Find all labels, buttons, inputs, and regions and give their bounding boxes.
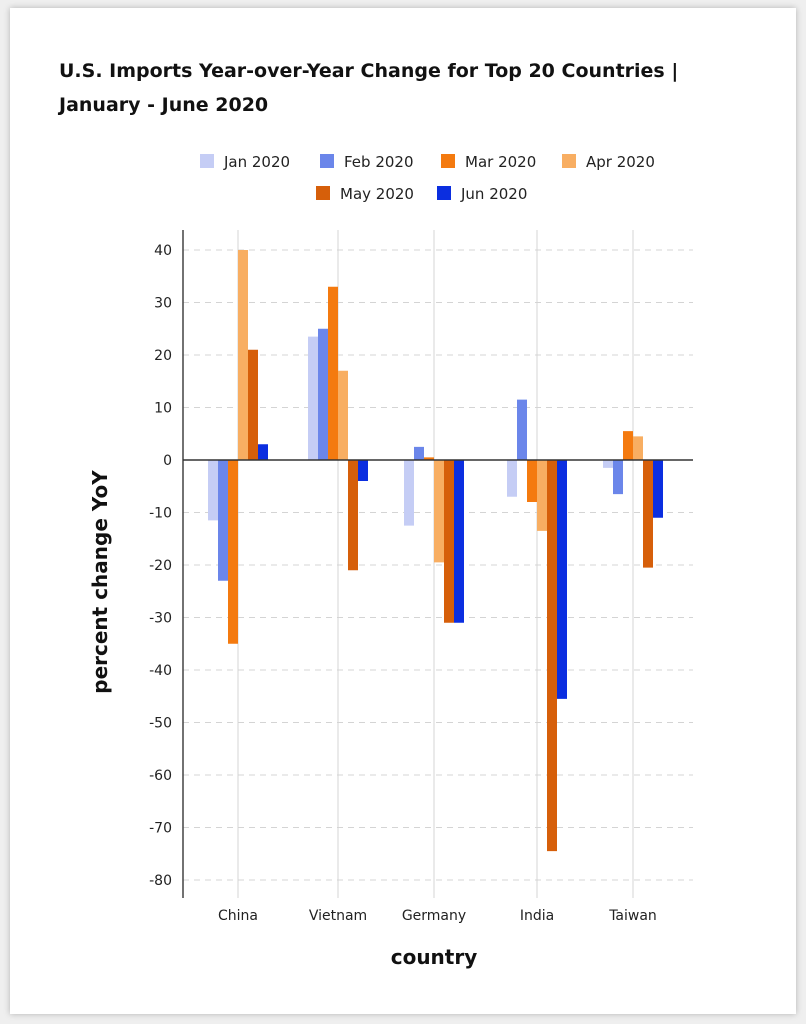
legend-swatch [562, 154, 576, 168]
legend-label: Apr 2020 [586, 153, 655, 171]
bar [358, 460, 368, 481]
bar [454, 460, 464, 623]
bar [633, 436, 643, 460]
chart-title: U.S. Imports Year-over-Year Change for T… [59, 60, 679, 116]
y-tick-label: -60 [149, 768, 172, 784]
y-tick-label: -30 [149, 611, 172, 627]
y-tick-label: -40 [149, 663, 172, 679]
y-tick-label: 10 [154, 401, 172, 417]
y-tick-label: -20 [149, 558, 172, 574]
bar [653, 460, 663, 518]
legend-swatch [200, 154, 214, 168]
bar [258, 444, 268, 460]
bar [547, 460, 557, 852]
legend: Jan 2020 Feb 2020 Mar 2020 Apr 2020 May 2020… [200, 153, 655, 203]
x-tick-label: Taiwan [608, 908, 657, 924]
bar [623, 431, 633, 460]
bar [404, 460, 414, 526]
y-tick-label: 30 [154, 296, 172, 312]
legend-label: Jan 2020 [223, 153, 290, 171]
bar [507, 460, 517, 497]
axes [182, 230, 693, 898]
legend-swatch [316, 186, 330, 200]
y-axis-title: percent change YoY [88, 470, 112, 694]
bar [348, 460, 358, 571]
x-tick-label: Vietnam [309, 908, 367, 924]
y-tick-label: 20 [154, 348, 172, 364]
bar [208, 460, 218, 521]
bar [414, 446, 424, 460]
bar [318, 328, 328, 460]
bar [338, 370, 348, 460]
bar [527, 460, 537, 502]
legend-label: Jun 2020 [460, 185, 527, 203]
x-tick-label: Germany [402, 908, 466, 924]
legend-swatch [437, 186, 451, 200]
bar [248, 349, 258, 460]
legend-label: Mar 2020 [465, 153, 536, 171]
legend-label: Feb 2020 [344, 153, 414, 171]
bar [328, 286, 338, 460]
bar [603, 460, 613, 468]
y-tick-label: -50 [149, 716, 172, 732]
y-tick-label: -10 [149, 506, 172, 522]
bar [517, 399, 527, 460]
bar [613, 460, 623, 495]
bar [537, 460, 547, 531]
legend-label: May 2020 [340, 185, 414, 203]
bar [557, 460, 567, 699]
bar [308, 336, 318, 460]
y-tick-label: 40 [154, 243, 172, 259]
x-tick-label: China [218, 908, 258, 924]
bar [643, 460, 653, 568]
gridlines [183, 230, 693, 898]
legend-swatch [320, 154, 334, 168]
bar [228, 460, 238, 644]
x-axis-ticks: China Vietnam Germany India Taiwan [218, 908, 657, 924]
y-tick-label: 0 [163, 453, 172, 469]
legend-swatch [441, 154, 455, 168]
bar [218, 460, 228, 581]
bar [424, 457, 434, 460]
y-tick-label: -80 [149, 873, 172, 889]
bar [444, 460, 454, 623]
y-axis-ticks: 40 30 20 10 0 -10 -20 -30 -40 -50 -60 -70 -80 [149, 243, 172, 889]
bar [434, 460, 444, 563]
bars [208, 250, 663, 852]
x-tick-label: India [520, 908, 554, 924]
chart-card [10, 8, 796, 1014]
bar [238, 250, 248, 460]
y-tick-label: -70 [149, 821, 172, 837]
x-axis-title: country [391, 945, 478, 969]
